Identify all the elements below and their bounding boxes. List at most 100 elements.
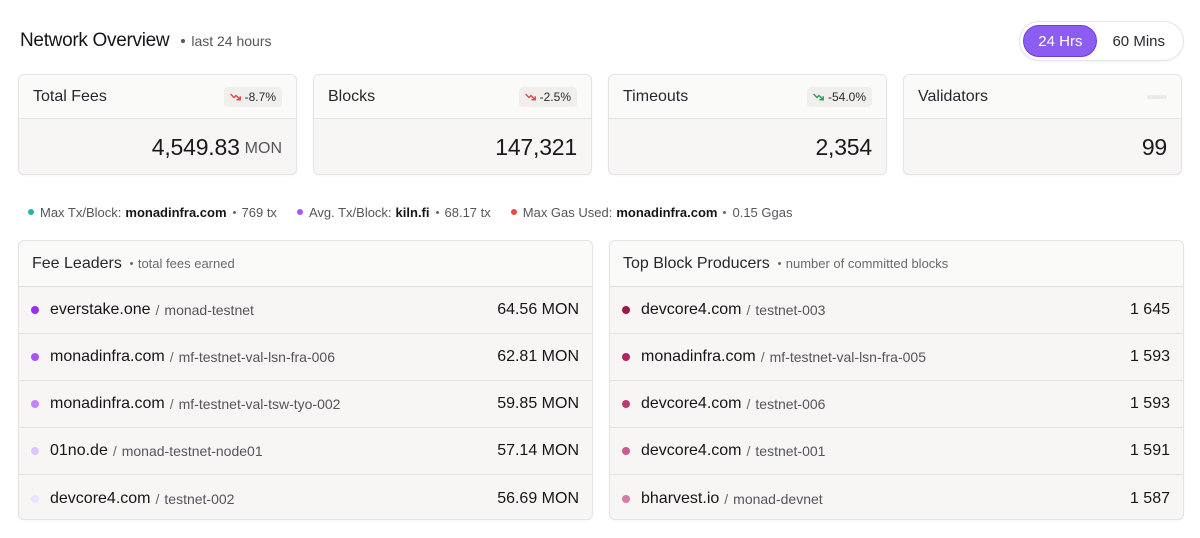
row-value: 64.56 MON xyxy=(497,301,579,318)
separator: / xyxy=(724,490,729,507)
separator: / xyxy=(155,302,160,318)
validator-name: monadinfra.com xyxy=(50,395,165,412)
bullet-icon xyxy=(723,210,727,214)
fee-leaders-panel: Fee Leaders total fees earned everstake.… xyxy=(18,240,593,520)
card-validators: Validators 99 xyxy=(903,74,1182,175)
block-producers-list: devcore4.com / testnet-003 1 645 monadin… xyxy=(610,287,1183,519)
validator-name: monadinfra.com xyxy=(50,348,165,365)
row-value: 59.85 MON xyxy=(497,395,579,412)
time-range-toggle: 24 Hrs 60 Mins xyxy=(1019,21,1184,61)
node-name: testnet-003 xyxy=(755,302,826,318)
color-dot-icon xyxy=(31,494,39,503)
stat-max-tx: Max Tx/Block: monadinfra.com 769 tx xyxy=(28,205,277,220)
stat-label: Max Gas Used: xyxy=(522,204,613,220)
row-value: 56.69 MON xyxy=(497,489,579,507)
panel-header: Fee Leaders total fees earned xyxy=(19,241,592,287)
stat-value: kiln.fi xyxy=(395,204,430,220)
card-header: Blocks -2.5% xyxy=(314,75,591,119)
list-item[interactable]: monadinfra.com / mf-testnet-val-tsw-tyo-… xyxy=(19,381,592,428)
separator: / xyxy=(155,490,160,507)
node-name: monad-devnet xyxy=(733,490,823,507)
list-item[interactable]: devcore4.com / testnet-006 1 593 xyxy=(610,381,1183,428)
fee-leaders-list: everstake.one / monad-testnet 64.56 MON … xyxy=(19,287,592,519)
change-badge: -54.0% xyxy=(806,86,872,107)
card-unit: MON xyxy=(244,140,282,157)
validator-name: 01no.de xyxy=(50,442,108,459)
panel-header: Top Block Producers number of committed … xyxy=(610,241,1183,287)
card-header: Timeouts -54.0% xyxy=(609,75,886,119)
node-name: testnet-002 xyxy=(164,490,235,507)
change-value: -8.7% xyxy=(244,89,276,104)
stat-value: monadinfra.com xyxy=(616,204,718,220)
list-item[interactable]: devcore4.com / testnet-003 1 645 xyxy=(610,287,1183,334)
list-item[interactable]: monadinfra.com / mf-testnet-val-lsn-fra-… xyxy=(19,334,592,381)
list-item[interactable]: everstake.one / monad-testnet 64.56 MON xyxy=(19,287,592,334)
card-body: 99 xyxy=(904,119,1181,174)
block-producers-panel: Top Block Producers number of committed … xyxy=(609,240,1184,520)
row-value: 57.14 MON xyxy=(497,442,579,459)
change-placeholder xyxy=(1147,94,1167,99)
separator: / xyxy=(760,349,765,365)
stat-value: monadinfra.com xyxy=(125,204,227,220)
row-value: 1 587 xyxy=(1129,489,1170,507)
card-timeouts: Timeouts -54.0% 2,354 xyxy=(608,74,887,175)
card-title: Total Fees xyxy=(33,87,107,105)
color-dot-icon xyxy=(31,306,39,314)
separator: / xyxy=(169,396,174,412)
panel-title: Fee Leaders xyxy=(32,254,122,272)
color-dot-icon xyxy=(622,494,630,503)
card-blocks: Blocks -2.5% 147,321 xyxy=(313,74,592,175)
range-60m-button[interactable]: 60 Mins xyxy=(1097,25,1180,57)
list-item[interactable]: bharvest.io / monad-devnet 1 587 xyxy=(610,475,1183,519)
status-dot-icon xyxy=(296,209,303,215)
status-dot-icon xyxy=(510,209,517,215)
node-name: mf-testnet-val-lsn-fra-006 xyxy=(178,349,335,365)
stat-extra: 769 tx xyxy=(241,204,277,220)
card-body: 2,354 xyxy=(609,119,886,174)
list-item[interactable]: 01no.de / monad-testnet-node01 57.14 MON xyxy=(19,428,592,475)
list-item[interactable]: devcore4.com / testnet-002 56.69 MON xyxy=(19,475,592,519)
bullet-icon xyxy=(181,39,186,43)
separator: / xyxy=(112,443,117,459)
color-dot-icon xyxy=(622,400,630,408)
separator: / xyxy=(746,443,751,459)
list-item[interactable]: devcore4.com / testnet-001 1 591 xyxy=(610,428,1183,475)
row-value: 1 593 xyxy=(1129,395,1170,412)
color-dot-icon xyxy=(622,306,630,314)
stat-avg-tx: Avg. Tx/Block: kiln.fi 68.17 tx xyxy=(296,204,491,220)
node-name: monad-testnet-node01 xyxy=(121,443,263,459)
stat-label: Max Tx/Block: xyxy=(40,204,122,220)
panel-subtitle-text: total fees earned xyxy=(137,256,235,271)
color-dot-icon xyxy=(622,353,630,361)
validator-name: monadinfra.com xyxy=(641,348,756,365)
node-name: mf-testnet-val-tsw-tyo-002 xyxy=(178,396,341,412)
validator-name: devcore4.com xyxy=(641,442,742,459)
card-value: 99 xyxy=(1141,133,1167,160)
status-dot-icon xyxy=(28,209,34,215)
card-title: Blocks xyxy=(328,87,376,105)
stat-max-gas: Max Gas Used: monadinfra.com 0.15 Ggas xyxy=(510,204,792,220)
node-name: monad-testnet xyxy=(164,302,254,318)
card-body: 4,549.83 MON xyxy=(19,119,296,174)
color-dot-icon xyxy=(622,447,630,455)
list-item[interactable]: monadinfra.com / mf-testnet-val-lsn-fra-… xyxy=(610,334,1183,381)
row-value: 1 645 xyxy=(1129,301,1170,318)
validator-name: devcore4.com xyxy=(50,489,151,507)
card-header: Total Fees -8.7% xyxy=(19,75,296,119)
validator-name: devcore4.com xyxy=(641,301,742,318)
page-subtitle-text: last 24 hours xyxy=(191,33,272,49)
change-value: -2.5% xyxy=(539,89,571,104)
bullet-icon xyxy=(435,210,439,214)
panel-subtitle: number of committed blocks xyxy=(777,256,948,271)
bullet-icon xyxy=(129,262,133,265)
summary-cards: Total Fees -8.7% 4,549.83 MON Blocks -2.… xyxy=(18,74,1188,175)
separator: / xyxy=(746,302,751,318)
page-title: Network Overview xyxy=(20,30,170,51)
card-value: 147,321 xyxy=(495,133,577,160)
card-value: 4,549.83 xyxy=(151,133,240,160)
bullet-icon xyxy=(777,262,781,265)
node-name: mf-testnet-val-lsn-fra-005 xyxy=(769,349,926,365)
change-badge: -8.7% xyxy=(223,86,282,107)
range-24h-button[interactable]: 24 Hrs xyxy=(1023,25,1098,57)
trend-down-icon xyxy=(812,92,824,101)
